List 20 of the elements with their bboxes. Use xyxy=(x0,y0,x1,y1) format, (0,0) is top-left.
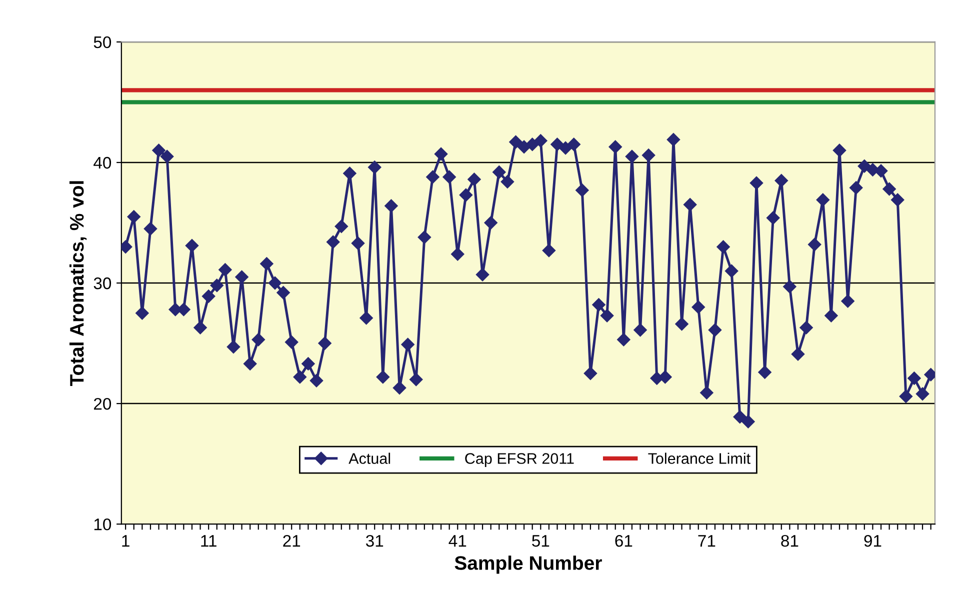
x-tick-label: 31 xyxy=(366,534,384,547)
x-tick-label: 71 xyxy=(698,535,716,547)
y-tick-label: 10 xyxy=(94,518,112,530)
x-tick-label: 1 xyxy=(122,535,130,547)
y-tick-label: 30 xyxy=(94,277,112,290)
x-tick-label: 91 xyxy=(864,534,882,547)
y-axis-title: Total Aromatics, % vol xyxy=(69,181,87,386)
legend-label: Cap EFSR 2011 xyxy=(465,453,574,467)
y-tick-label: 50 xyxy=(94,36,112,48)
x-tick-label: 21 xyxy=(283,534,300,547)
y-tick-label: 20 xyxy=(94,398,112,410)
x-tick-label: 81 xyxy=(781,534,798,547)
y-tick-label: 40 xyxy=(94,156,112,169)
x-axis-title: Sample Number xyxy=(454,556,602,574)
x-tick-label: 61 xyxy=(615,534,632,547)
legend-label: Tolerance Limit xyxy=(648,452,750,464)
x-tick-label: 11 xyxy=(201,535,216,547)
x-tick-label: 41 xyxy=(448,535,466,547)
x-tick-label: 51 xyxy=(532,535,550,547)
legend-label: Actual xyxy=(348,452,390,464)
